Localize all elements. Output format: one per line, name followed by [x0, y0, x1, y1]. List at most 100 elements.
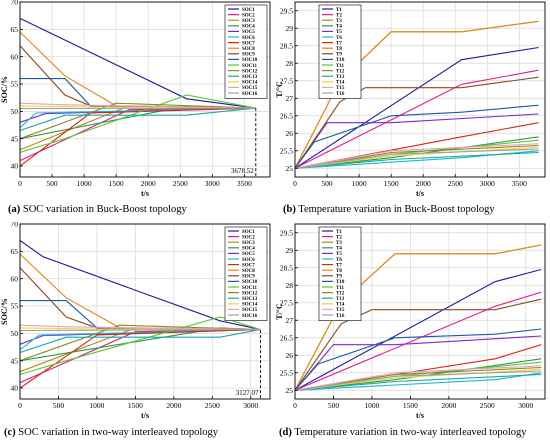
legend-label: T5 — [336, 252, 342, 257]
legend: SOC1SOC2SOC3SOC4SOC5SOC6SOC7SOC8SOC9SOC1… — [224, 4, 268, 99]
y-tick-label: 28.5 — [280, 263, 293, 272]
y-tick-label: 26 — [286, 129, 294, 138]
x-tick-label: 0 — [293, 179, 297, 188]
caption-tag: (a) — [8, 204, 21, 215]
series-line-t10 — [294, 104, 539, 169]
series-line-t8 — [294, 244, 542, 391]
series-line-soc15 — [19, 324, 261, 331]
legend-label: T15 — [336, 86, 345, 91]
y-tick-label: 26.5 — [280, 333, 293, 342]
legend-label: T12 — [336, 291, 345, 296]
legend-label: T3 — [336, 241, 342, 246]
series-line-t6 — [294, 150, 539, 169]
y-tick-label: 25.5 — [280, 146, 293, 155]
x-tick-label: 1000 — [89, 401, 104, 410]
legend: SOC1SOC2SOC3SOC4SOC5SOC6SOC7SOC8SOC9SOC1… — [224, 226, 268, 321]
plot-frame — [19, 223, 271, 400]
series-line-soc13 — [19, 107, 256, 132]
y-tick-label: 45 — [11, 356, 19, 365]
chart-svg: 3678.52 0 500 1000 1500 2000 2500 3000 3500 40 45 5… — [0, 0, 271, 198]
series-line-soc12 — [19, 324, 261, 362]
legend-label: T3 — [336, 19, 342, 24]
y-tick-label: 28 — [286, 281, 294, 290]
legend-label: SOC10 — [242, 58, 258, 63]
series-line-t12 — [294, 144, 539, 169]
legend-label: T10 — [336, 58, 345, 63]
x-tick-label: 500 — [328, 401, 340, 410]
legend-label: SOC4 — [242, 25, 255, 30]
legend-label: SOC5 — [242, 30, 255, 35]
legend-label: SOC8 — [242, 269, 255, 274]
legend-label: SOC8 — [242, 47, 255, 52]
legend-label: T8 — [336, 47, 342, 52]
legend-label: T14 — [336, 303, 345, 308]
y-tick-label: 25 — [286, 164, 294, 173]
x-axis-label: t/s — [141, 411, 149, 420]
x-axis-label: t/s — [416, 189, 424, 198]
x-tick-label: 1000 — [364, 401, 379, 410]
legend-label: SOC9 — [242, 53, 255, 58]
y-axis-label: T/°C — [275, 303, 284, 320]
legend-label: T11 — [336, 64, 345, 69]
legend-label: SOC11 — [242, 286, 258, 291]
x-tick-label: 2500 — [173, 179, 188, 188]
series-line-t9 — [294, 76, 539, 169]
series-line-t14 — [294, 146, 539, 169]
legend-label: SOC10 — [242, 280, 258, 285]
chart-svg: 0 500 1000 1500 2000 2500 3000 3500 25 25.5 26 26.5… — [275, 1, 546, 198]
legend-label: T2 — [336, 13, 342, 18]
caption-d: (d) Temperature variation in two-way int… — [279, 427, 527, 438]
x-tick-label: 500 — [321, 179, 333, 188]
y-tick-label: 60 — [11, 274, 19, 283]
series-line-soc16 — [19, 107, 256, 110]
caption-text: SOC variation in two-way interleaved top… — [15, 427, 219, 438]
y-tick-label: 27 — [286, 94, 294, 103]
x-tick-label: 500 — [53, 401, 65, 410]
legend-label: SOC9 — [242, 275, 255, 280]
x-tick-label: 1000 — [352, 179, 367, 188]
chart-temperature-two-way-interleaved: 0 500 1000 1500 2000 2500 3000 25 25.5 26 26.5 27 27… — [275, 222, 550, 421]
series-line-t2 — [294, 69, 539, 169]
legend-label: T12 — [336, 69, 345, 74]
y-tick-label: 25 — [286, 386, 294, 395]
legend-label: SOC12 — [242, 291, 258, 296]
y-tick-label: 50 — [11, 329, 19, 338]
plot-frame — [294, 1, 546, 178]
y-tick-label: 55 — [11, 302, 19, 311]
legend-label: SOC13 — [242, 75, 258, 80]
x-tick-label: 2000 — [416, 179, 431, 188]
legend-label: T5 — [336, 30, 342, 35]
series-line-t13 — [294, 151, 539, 169]
legend-label: SOC12 — [242, 69, 258, 74]
annotation-label: 3678.52 — [231, 167, 254, 175]
legend-label: T15 — [336, 308, 345, 313]
legend-label: SOC14 — [242, 81, 258, 86]
caption-tag: (d) — [279, 427, 292, 438]
series-line-t4 — [294, 136, 539, 169]
x-tick-label: 2000 — [166, 401, 181, 410]
series-line-t10 — [294, 328, 542, 391]
y-tick-label: 27.5 — [280, 298, 293, 307]
legend-label: SOC3 — [242, 241, 255, 246]
series-line-t15 — [294, 365, 542, 391]
y-axis-label: T/°C — [275, 81, 284, 98]
legend-label: SOC11 — [242, 64, 258, 69]
x-tick-label: 1000 — [77, 179, 92, 188]
legend-label: SOC14 — [242, 303, 258, 308]
x-tick-label: 3000 — [518, 401, 533, 410]
legend-label: SOC4 — [242, 247, 255, 252]
y-axis-label: SOC/% — [0, 76, 9, 103]
y-tick-label: 26 — [286, 351, 294, 360]
legend-label: T1 — [336, 8, 342, 13]
series-line-soc13 — [19, 328, 261, 354]
caption-text: Temperature variation in Buck-Boost topo… — [295, 204, 495, 215]
series-line-t8 — [294, 20, 539, 169]
x-tick-label: 0 — [18, 401, 22, 410]
series-line-t1 — [294, 268, 542, 391]
legend-label: T4 — [336, 247, 342, 252]
legend-label: SOC6 — [242, 258, 255, 263]
legend-label: SOC16 — [242, 314, 258, 319]
series-line-soc12 — [19, 102, 256, 140]
x-tick-label: 1500 — [128, 401, 143, 410]
legend-label: T2 — [336, 235, 342, 240]
